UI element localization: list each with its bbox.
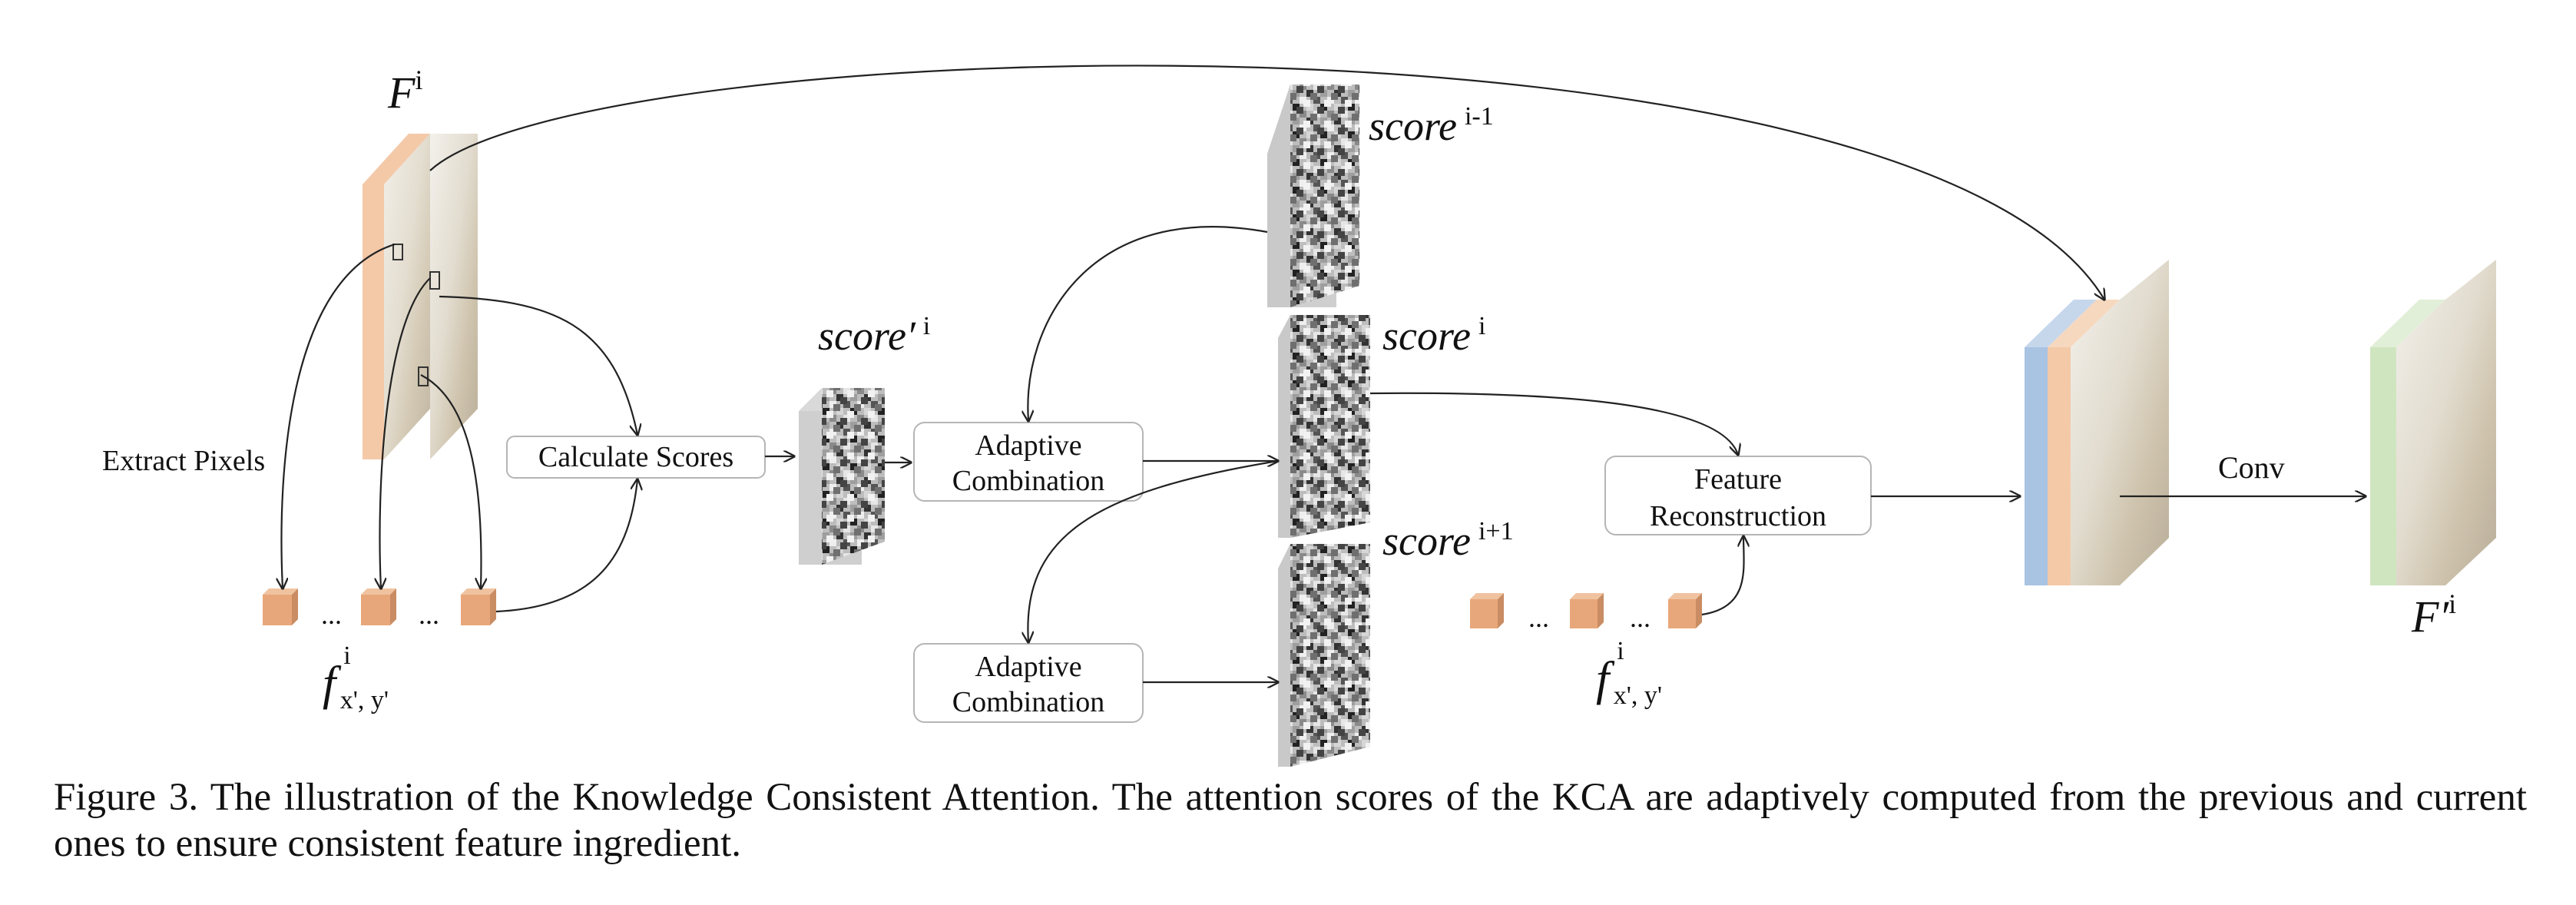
pixel-cube bbox=[1668, 593, 1702, 628]
score-current-map bbox=[1278, 315, 1370, 538]
pixel-cube bbox=[461, 588, 496, 625]
pixel-cubes-right: ... ... bbox=[1470, 593, 1702, 633]
svg-text:Adaptive: Adaptive bbox=[975, 651, 1081, 683]
ellipsis-left-1: ... bbox=[321, 599, 342, 630]
ellipsis-right-1: ... bbox=[1528, 602, 1549, 633]
svg-text:Adaptive: Adaptive bbox=[975, 429, 1081, 462]
pixel-cube bbox=[263, 588, 298, 625]
pixel-feature-label-right: fi x', y' bbox=[1596, 637, 1662, 710]
calculate-scores-box: Calculate Scores bbox=[506, 436, 766, 479]
feature-reconstruction-box: Feature Reconstruction bbox=[1604, 456, 1872, 535]
kca-diagram: Fi Extract Pixels ... ... fi x', y' Calcu… bbox=[102, 65, 2496, 767]
adaptive-combination-box-1: Adaptive Combination bbox=[913, 422, 1144, 502]
conv-label: Conv bbox=[2218, 450, 2285, 485]
extract-arrow-2 bbox=[379, 277, 431, 588]
score-next-label: score i+1 bbox=[1382, 517, 1514, 564]
score-to-ac2-arrow bbox=[1028, 459, 1279, 642]
pixel-cube bbox=[361, 588, 396, 625]
pixel-cube bbox=[1570, 593, 1604, 628]
prev-score-to-ac-arrow bbox=[1028, 226, 1268, 421]
ellipsis-left-2: ... bbox=[419, 599, 439, 630]
score-prime-label: score′ i bbox=[818, 312, 930, 359]
score-next-map bbox=[1278, 544, 1370, 767]
extract-arrow-3 bbox=[420, 374, 481, 588]
skip-connection-arrow bbox=[429, 65, 2104, 300]
connection-arrows bbox=[281, 65, 2366, 682]
pixel-feature-label-left: fi x', y' bbox=[323, 641, 389, 714]
output-feature-map bbox=[2370, 260, 2496, 585]
score-prev-label: score i-1 bbox=[1369, 102, 1494, 149]
extract-arrow-1 bbox=[281, 243, 396, 588]
adaptive-combination-box-2: Adaptive Combination bbox=[913, 643, 1144, 723]
pixel-cubes-left: ... ... bbox=[263, 588, 496, 630]
svg-text:Calculate Scores: Calculate Scores bbox=[538, 441, 733, 473]
pixel-cube bbox=[1470, 593, 1504, 628]
score-to-recon-arrow bbox=[1369, 392, 1738, 455]
input-feature-map bbox=[363, 134, 478, 459]
svg-text:Feature: Feature bbox=[1694, 463, 1782, 496]
pixels-to-recon-arrow bbox=[1701, 536, 1744, 616]
svg-text:Reconstruction: Reconstruction bbox=[1650, 500, 1826, 532]
figure-caption: Figure 3. The illustration of the Knowle… bbox=[54, 776, 2527, 865]
score-current-label: score i bbox=[1382, 312, 1485, 359]
score-prime-map bbox=[799, 388, 885, 565]
extract-pixels-label: Extract Pixels bbox=[102, 445, 265, 477]
score-prev-map bbox=[1267, 85, 1359, 307]
svg-text:Combination: Combination bbox=[952, 686, 1104, 718]
svg-text:Combination: Combination bbox=[952, 465, 1104, 497]
input-feature-label: Fi bbox=[387, 65, 422, 118]
ellipsis-right-2: ... bbox=[1630, 602, 1651, 633]
concatenated-feature-map bbox=[2025, 260, 2169, 585]
pixels-to-calc-arrow bbox=[495, 479, 637, 613]
feature-to-calc-arrow bbox=[439, 295, 637, 435]
output-feature-label: F′i bbox=[2411, 588, 2456, 641]
